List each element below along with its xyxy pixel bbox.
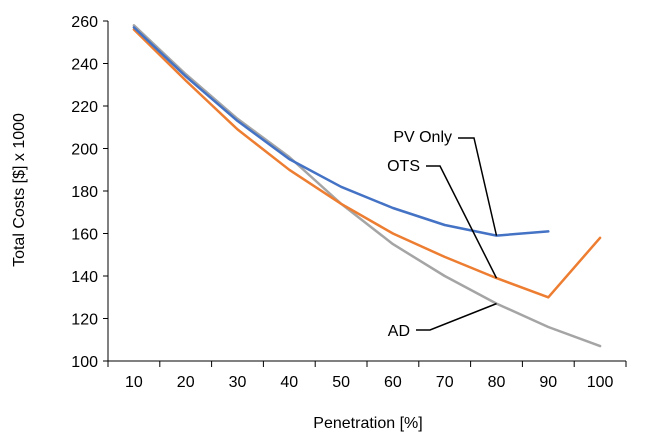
x-tick-label: 10 [125,374,143,391]
x-tick-label: 30 [229,374,247,391]
x-tick-label: 50 [332,374,350,391]
x-tick-label: 80 [488,374,506,391]
x-tick-label: 40 [280,374,298,391]
axes [107,21,626,362]
x-ticks: 10 20 30 40 50 60 70 80 90 100 [107,361,627,391]
y-tick-label: 140 [71,269,98,286]
series-label-ots: OTS [387,158,420,175]
series-lines [132,24,602,348]
callout-line-ots [426,165,498,279]
series-label-pv-only: PV Only [393,129,452,146]
callout-line-pv-only [458,137,498,236]
x-tick-label: 100 [587,374,614,391]
x-tick-label: 20 [177,374,195,391]
series-label-ad: AD [388,323,410,340]
y-tick-label: 220 [71,99,98,116]
y-tick-label: 200 [71,142,98,159]
callout-line-ad [416,302,497,331]
y-tick-label: 160 [71,227,98,244]
y-tick-label: 260 [71,14,98,31]
series-line-ad [132,24,602,348]
x-axis-title: Penetration [%] [313,415,422,432]
x-tick-label: 60 [384,374,402,391]
y-tick-label: 100 [71,354,98,371]
y-axis-title: Total Costs [$] x 1000 [11,113,28,267]
series-line-ots [132,28,602,299]
x-tick-label: 90 [539,374,557,391]
series-callouts: PV Only OTS AD [387,129,498,340]
y-tick-label: 120 [71,312,98,329]
y-ticks: 100 120 140 160 180 200 220 240 260 [71,14,108,371]
series-line-pv-only [132,26,550,237]
x-tick-label: 70 [436,374,454,391]
y-tick-label: 180 [71,184,98,201]
y-tick-label: 240 [71,57,98,74]
